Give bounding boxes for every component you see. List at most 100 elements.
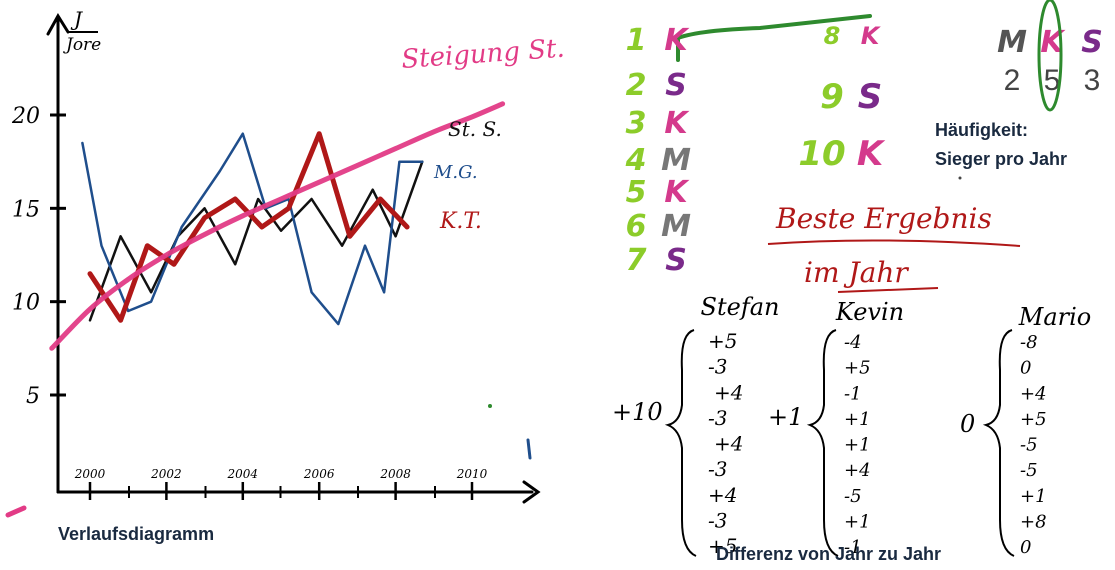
winner-initial: K <box>857 134 886 174</box>
frequency-header: M <box>997 25 1027 60</box>
x-tick-label: 2002 <box>150 467 182 481</box>
green-circle-highlight <box>1037 0 1063 112</box>
frequency-caption-1: Häufigkeit: <box>935 120 1028 140</box>
winner-initial: M <box>661 209 691 244</box>
differences-value: +5 <box>1020 409 1047 430</box>
winner-initial: K <box>861 22 882 50</box>
winner-initial: K <box>664 175 690 210</box>
stray-dot-4 <box>648 408 652 412</box>
x-tick-label: 2006 <box>303 467 335 481</box>
series-line-trend <box>49 101 506 351</box>
differences-value: -8 <box>1020 332 1038 353</box>
series-line-st-s <box>88 160 424 322</box>
series-label: M.G. <box>433 162 478 183</box>
differences-value: +1 <box>1020 486 1047 507</box>
differences-value: -3 <box>708 406 727 430</box>
y-axis-label-top: J <box>70 7 83 31</box>
series-label: St. S. <box>448 117 502 141</box>
differences-value: +5 <box>708 534 737 558</box>
winner-initial: S <box>665 243 687 278</box>
winner-initial: M <box>661 143 691 178</box>
winner-list: 1 K2 S3 K4 M5 K6 M7 S8 K9 S10 K <box>625 14 886 278</box>
differences-value: -5 <box>1020 435 1038 456</box>
y-tick-label: 10 <box>12 291 40 316</box>
winner-year-number: 5 <box>626 175 647 210</box>
differences-value: -1 <box>844 537 862 558</box>
frequency-value: 5 <box>1044 64 1061 97</box>
differences-value: +1 <box>844 409 871 430</box>
differences-column-name: Stefan <box>701 293 780 321</box>
x-tick-label: 2008 <box>379 467 411 481</box>
stray-mark-2 <box>526 438 532 460</box>
differences-value: -5 <box>844 486 862 507</box>
y-tick-label: 5 <box>26 384 40 409</box>
differences-value: +1 <box>844 511 871 532</box>
differences-value: +8 <box>1020 511 1047 532</box>
differences-total: +10 <box>612 398 663 426</box>
x-ticks: 2000 2002 2004 2006 2008 2010 <box>74 467 488 500</box>
differences-value: +4 <box>844 460 871 481</box>
winner-year-number: 4 <box>625 143 647 178</box>
frequency-value: 3 <box>1084 64 1101 97</box>
best-result-underline-1 <box>767 239 1021 247</box>
differences-total: 0 <box>960 410 975 438</box>
winner-year-number: 2 <box>626 68 647 103</box>
differences-value: -3 <box>708 355 727 379</box>
best-result-title: Beste Ergebnis im Jahr <box>767 202 1021 293</box>
curly-brace <box>806 329 839 557</box>
x-tick-label: 2010 <box>456 467 488 481</box>
differences-column-name: Mario <box>1018 303 1091 331</box>
differences-total: +1 <box>768 403 803 431</box>
frequency-tally: M K S2 5 3 Häufigkeit: Sieger pro Jahr <box>935 0 1103 169</box>
y-tick-label: 15 <box>12 197 40 222</box>
best-result-underline-2 <box>837 287 939 293</box>
series-lines <box>49 101 506 351</box>
winner-year-number: 8 <box>824 22 841 50</box>
x-axis-arrow <box>522 480 541 504</box>
caption-differenz: Differenz von Jahr zu Jahr <box>716 544 941 564</box>
differences-table: Stefan+10+5-3+4-3+4-3+4-3+5Kevin+1-4+5-1… <box>612 293 1091 558</box>
series-label: K.T. <box>439 209 482 234</box>
differences-value: -5 <box>1020 460 1038 481</box>
differences-value: +4 <box>1020 383 1047 404</box>
y-axis-arrow <box>46 13 70 36</box>
differences-value: +4 <box>714 380 743 404</box>
differences-value: +4 <box>714 432 743 456</box>
pink-pen-mark <box>5 505 27 518</box>
differences-value: +5 <box>844 358 871 379</box>
winner-year-number: 3 <box>626 106 647 141</box>
x-tick-label: 2000 <box>74 467 106 481</box>
winner-year-number: 6 <box>626 209 647 244</box>
series-line-m-g <box>81 132 424 326</box>
best-result-line2: im Jahr <box>804 256 909 289</box>
differences-value: -4 <box>844 332 862 353</box>
curly-brace <box>664 329 697 557</box>
differences-value: -3 <box>708 457 727 481</box>
differences-value: +1 <box>844 435 871 456</box>
winner-initial: S <box>858 77 883 117</box>
x-tick-label: 2004 <box>227 467 259 481</box>
winner-year-number: 10 <box>798 134 845 174</box>
curly-brace <box>982 329 1015 557</box>
winner-initial: S <box>665 68 687 103</box>
winner-initial: K <box>664 23 690 58</box>
differences-value: 0 <box>1020 537 1031 558</box>
differences-value: -1 <box>844 383 862 404</box>
differences-value: +4 <box>708 483 737 507</box>
frequency-header: S <box>1081 25 1103 60</box>
series-label: Steigung St. <box>400 34 565 75</box>
caption-verlaufsdiagramm: Verlaufsdiagramm <box>58 524 214 544</box>
y-axis-label-bottom: Jore <box>63 35 101 55</box>
stray-dot-3 <box>958 176 962 180</box>
best-result-line1: Beste Ergebnis <box>775 202 992 235</box>
stray-dot-1 <box>488 404 492 408</box>
frequency-caption-2: Sieger pro Jahr <box>935 149 1067 169</box>
winner-initial: K <box>664 106 690 141</box>
winner-year-number: 9 <box>820 77 844 117</box>
differences-column-name: Kevin <box>835 298 904 326</box>
differences-value: +5 <box>708 329 737 353</box>
y-ticks: 5 10 15 20 <box>11 104 66 409</box>
differences-value: 0 <box>1020 358 1031 379</box>
